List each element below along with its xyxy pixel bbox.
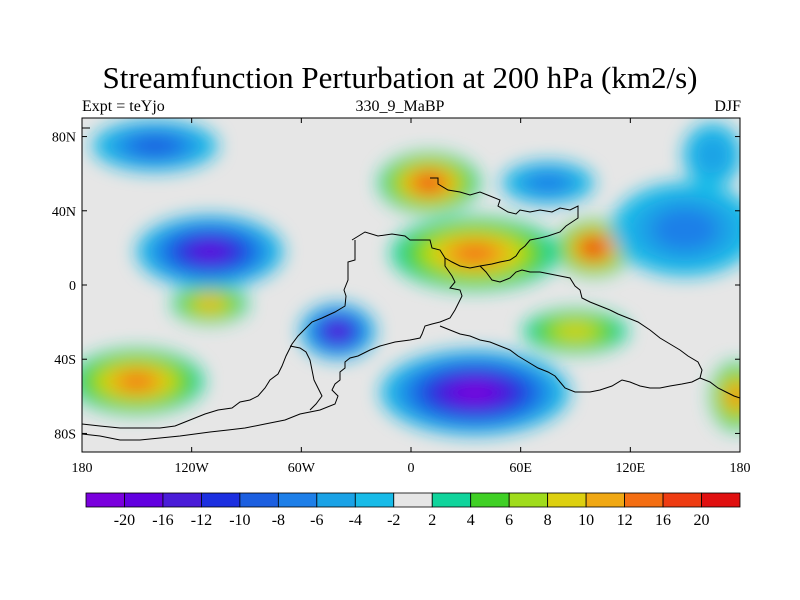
contour-blob bbox=[133, 136, 178, 155]
australia-coastline bbox=[439, 309, 703, 393]
colorbar-label: -20 bbox=[114, 512, 135, 529]
lon-tick-label: 180 bbox=[730, 461, 751, 476]
colorbar-label: -4 bbox=[349, 512, 362, 529]
colorbar-swatch bbox=[547, 492, 587, 508]
colorbar-label: 6 bbox=[505, 512, 513, 529]
longitude-axis: 180 120W 60W 0 60E 120E 180 bbox=[72, 118, 751, 476]
map-panel: 80N 40N 0 40S 80S 180 120W 60W 0 60E 120E 180 bbox=[52, 117, 751, 476]
contour-blob bbox=[652, 208, 718, 251]
colorbar-label: 4 bbox=[467, 512, 475, 529]
contour-blob bbox=[694, 135, 731, 175]
colorbar-swatch bbox=[393, 492, 433, 508]
contour-blob bbox=[194, 243, 226, 260]
field-layer bbox=[82, 120, 740, 436]
lon-tick-label: 120W bbox=[175, 461, 210, 476]
colorbar-swatch bbox=[162, 492, 202, 508]
colorbar-swatch bbox=[354, 492, 395, 508]
colorbar-swatch bbox=[316, 492, 356, 508]
contour-blob bbox=[457, 384, 493, 401]
africa-coastline bbox=[82, 240, 356, 429]
lon-tick-label: 60E bbox=[509, 461, 532, 476]
season-label: DJF bbox=[714, 98, 741, 115]
colorbar-label: 8 bbox=[544, 512, 552, 529]
colorbar-swatch bbox=[239, 492, 279, 508]
colorbar-swatch bbox=[662, 492, 702, 508]
lon-tick-label: 120E bbox=[616, 461, 646, 476]
lat-tick-label: 80N bbox=[52, 131, 76, 146]
contour-blob bbox=[557, 323, 594, 339]
contour-blob bbox=[199, 298, 221, 310]
contour-blob bbox=[329, 325, 346, 338]
antarctica-coastline bbox=[699, 377, 740, 399]
colorbar-swatch bbox=[585, 492, 625, 508]
latitude-axis: 80N 40N 0 40S 80S bbox=[52, 131, 740, 442]
lon-tick-label: 180 bbox=[72, 461, 93, 476]
contour-blob bbox=[418, 176, 440, 190]
colorbar-label: -6 bbox=[310, 512, 323, 529]
lon-tick-label: 60W bbox=[288, 461, 316, 476]
contour-blob bbox=[454, 244, 496, 263]
colorbar-label: 20 bbox=[694, 512, 710, 529]
lat-tick-label: 40N bbox=[52, 205, 76, 220]
colorbar: -20 -16 -12 -10 -8 -6 -4 -2 2 4 6 8 10 12 16 20 bbox=[85, 492, 741, 529]
colorbar-label: -12 bbox=[191, 512, 212, 529]
colorbar-label: -16 bbox=[152, 512, 173, 529]
colorbar-swatch bbox=[85, 492, 125, 508]
colorbar-label: -8 bbox=[272, 512, 285, 529]
eurasia-coastline bbox=[430, 177, 579, 269]
colorbar-swatch bbox=[277, 492, 318, 508]
colorbar-swatch bbox=[470, 492, 510, 508]
run-label: 330_9_MaBP bbox=[355, 98, 445, 115]
experiment-label: Expt = teYjo bbox=[82, 98, 165, 115]
colorbar-label: 10 bbox=[578, 512, 594, 529]
contour-blob bbox=[586, 242, 601, 254]
south-america-coastline bbox=[289, 345, 323, 411]
lat-tick-label: 40S bbox=[54, 353, 76, 368]
colorbar-swatch bbox=[624, 492, 664, 508]
lon-tick-label: 0 bbox=[408, 461, 415, 476]
coastlines bbox=[82, 127, 740, 441]
americas-coastline bbox=[82, 231, 463, 441]
colorbar-label: 16 bbox=[655, 512, 671, 529]
contour-blob bbox=[527, 173, 569, 193]
colorbar-swatch bbox=[201, 492, 241, 508]
figure-title: Streamfunction Perturbation at 200 hPa (… bbox=[102, 60, 698, 95]
india-coastline bbox=[479, 265, 611, 311]
contour-blob bbox=[120, 373, 154, 390]
contour-field bbox=[82, 120, 740, 441]
colorbar-swatch bbox=[701, 492, 741, 508]
colorbar-label: 12 bbox=[617, 512, 633, 529]
colorbar-label: 2 bbox=[428, 512, 436, 529]
lat-tick-label: 0 bbox=[69, 279, 76, 294]
colorbar-label: -10 bbox=[229, 512, 250, 529]
colorbar-swatch bbox=[508, 492, 549, 508]
colorbar-label: -2 bbox=[387, 512, 400, 529]
colorbar-swatch bbox=[124, 492, 164, 508]
lat-tick-label: 80S bbox=[54, 427, 76, 442]
colorbar-swatch bbox=[431, 492, 472, 508]
